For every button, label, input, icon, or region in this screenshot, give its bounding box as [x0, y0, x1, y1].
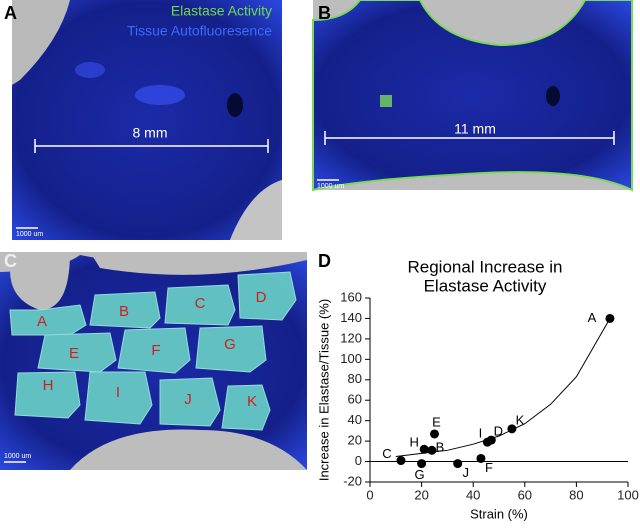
- legend-green: Elastase Activity: [171, 3, 272, 19]
- scale-bar-label: 1000 um: [16, 231, 43, 238]
- y-tick-label: 120: [340, 330, 362, 345]
- point-label: B: [436, 440, 445, 455]
- scale-bar-label: 1000 um: [317, 183, 344, 190]
- legend-blue: Tissue Autofluoresence: [127, 23, 272, 39]
- x-tick-label: 60: [518, 487, 532, 502]
- point: [430, 429, 439, 439]
- region-label: K: [247, 393, 257, 410]
- region-label: G: [224, 336, 236, 353]
- panel-label: A: [4, 3, 17, 23]
- y-tick-label: 60: [348, 392, 362, 407]
- y-tick-label: 80: [348, 371, 362, 386]
- point: [417, 459, 427, 469]
- y-tick-label: -20: [343, 473, 362, 488]
- panel-label: D: [318, 251, 331, 271]
- measurement: 11 mm: [454, 121, 496, 137]
- point-label: G: [415, 467, 425, 482]
- y-tick-label: 0: [355, 453, 362, 468]
- region-label: I: [116, 384, 120, 401]
- y-tick-label: 40: [348, 412, 362, 427]
- panel-c-image: [0, 252, 307, 470]
- chart-title: Elastase Activity: [424, 276, 547, 295]
- region-label: H: [43, 377, 54, 394]
- point-label: H: [409, 435, 418, 450]
- region-label: F: [151, 342, 160, 359]
- y-axis-label: Increase in Elastase/Tissue (%): [316, 299, 331, 481]
- point: [482, 437, 492, 447]
- regions: [9, 271, 297, 431]
- panel-b-image: [312, 0, 633, 192]
- x-axis-label: Strain (%): [470, 506, 528, 521]
- region-label: J: [184, 391, 192, 408]
- point: [476, 453, 486, 463]
- point-label: C: [382, 446, 391, 461]
- region-label: D: [256, 289, 267, 306]
- region-labels: A B C D E F G H I J K: [37, 289, 267, 410]
- point: [507, 424, 517, 434]
- point-label: J: [462, 465, 469, 480]
- panel-a-image: [12, 0, 282, 240]
- point-label: I: [479, 426, 483, 441]
- x-tick-label: 20: [414, 487, 428, 502]
- y-tick-label: 100: [340, 351, 362, 366]
- y-tick-label: 140: [340, 310, 362, 325]
- point: [427, 445, 437, 455]
- chart-title: Regional Increase in: [408, 257, 563, 276]
- point: [396, 456, 406, 466]
- y-tick-label: 20: [348, 433, 362, 448]
- point-label: F: [485, 460, 493, 475]
- panel-label: C: [4, 251, 17, 271]
- scale-bar-label: 1000 um: [4, 453, 31, 460]
- scatter-chart: -20 0 20 40 60 80 100 120 140 160 0 20 40 60 80 100 A KDI…: [340, 289, 639, 502]
- x-tick-label: 80: [569, 487, 583, 502]
- region-label: B: [119, 303, 129, 320]
- panel-label: B: [318, 3, 331, 23]
- region-label: E: [69, 345, 79, 362]
- x-tick-label: 40: [466, 487, 480, 502]
- measurement: 8 mm: [133, 125, 168, 141]
- y-tick-label: 160: [340, 289, 362, 304]
- point: [605, 313, 615, 323]
- x-tick-label: 100: [617, 487, 639, 502]
- x-tick-label: 0: [366, 487, 373, 502]
- point-label: K: [516, 412, 525, 427]
- point-label: E: [432, 414, 441, 429]
- point: [419, 444, 429, 454]
- region-label: A: [37, 313, 47, 330]
- point: [453, 459, 463, 469]
- region-label: C: [195, 295, 206, 312]
- point-label: A: [588, 310, 597, 325]
- point-label: D: [494, 424, 503, 439]
